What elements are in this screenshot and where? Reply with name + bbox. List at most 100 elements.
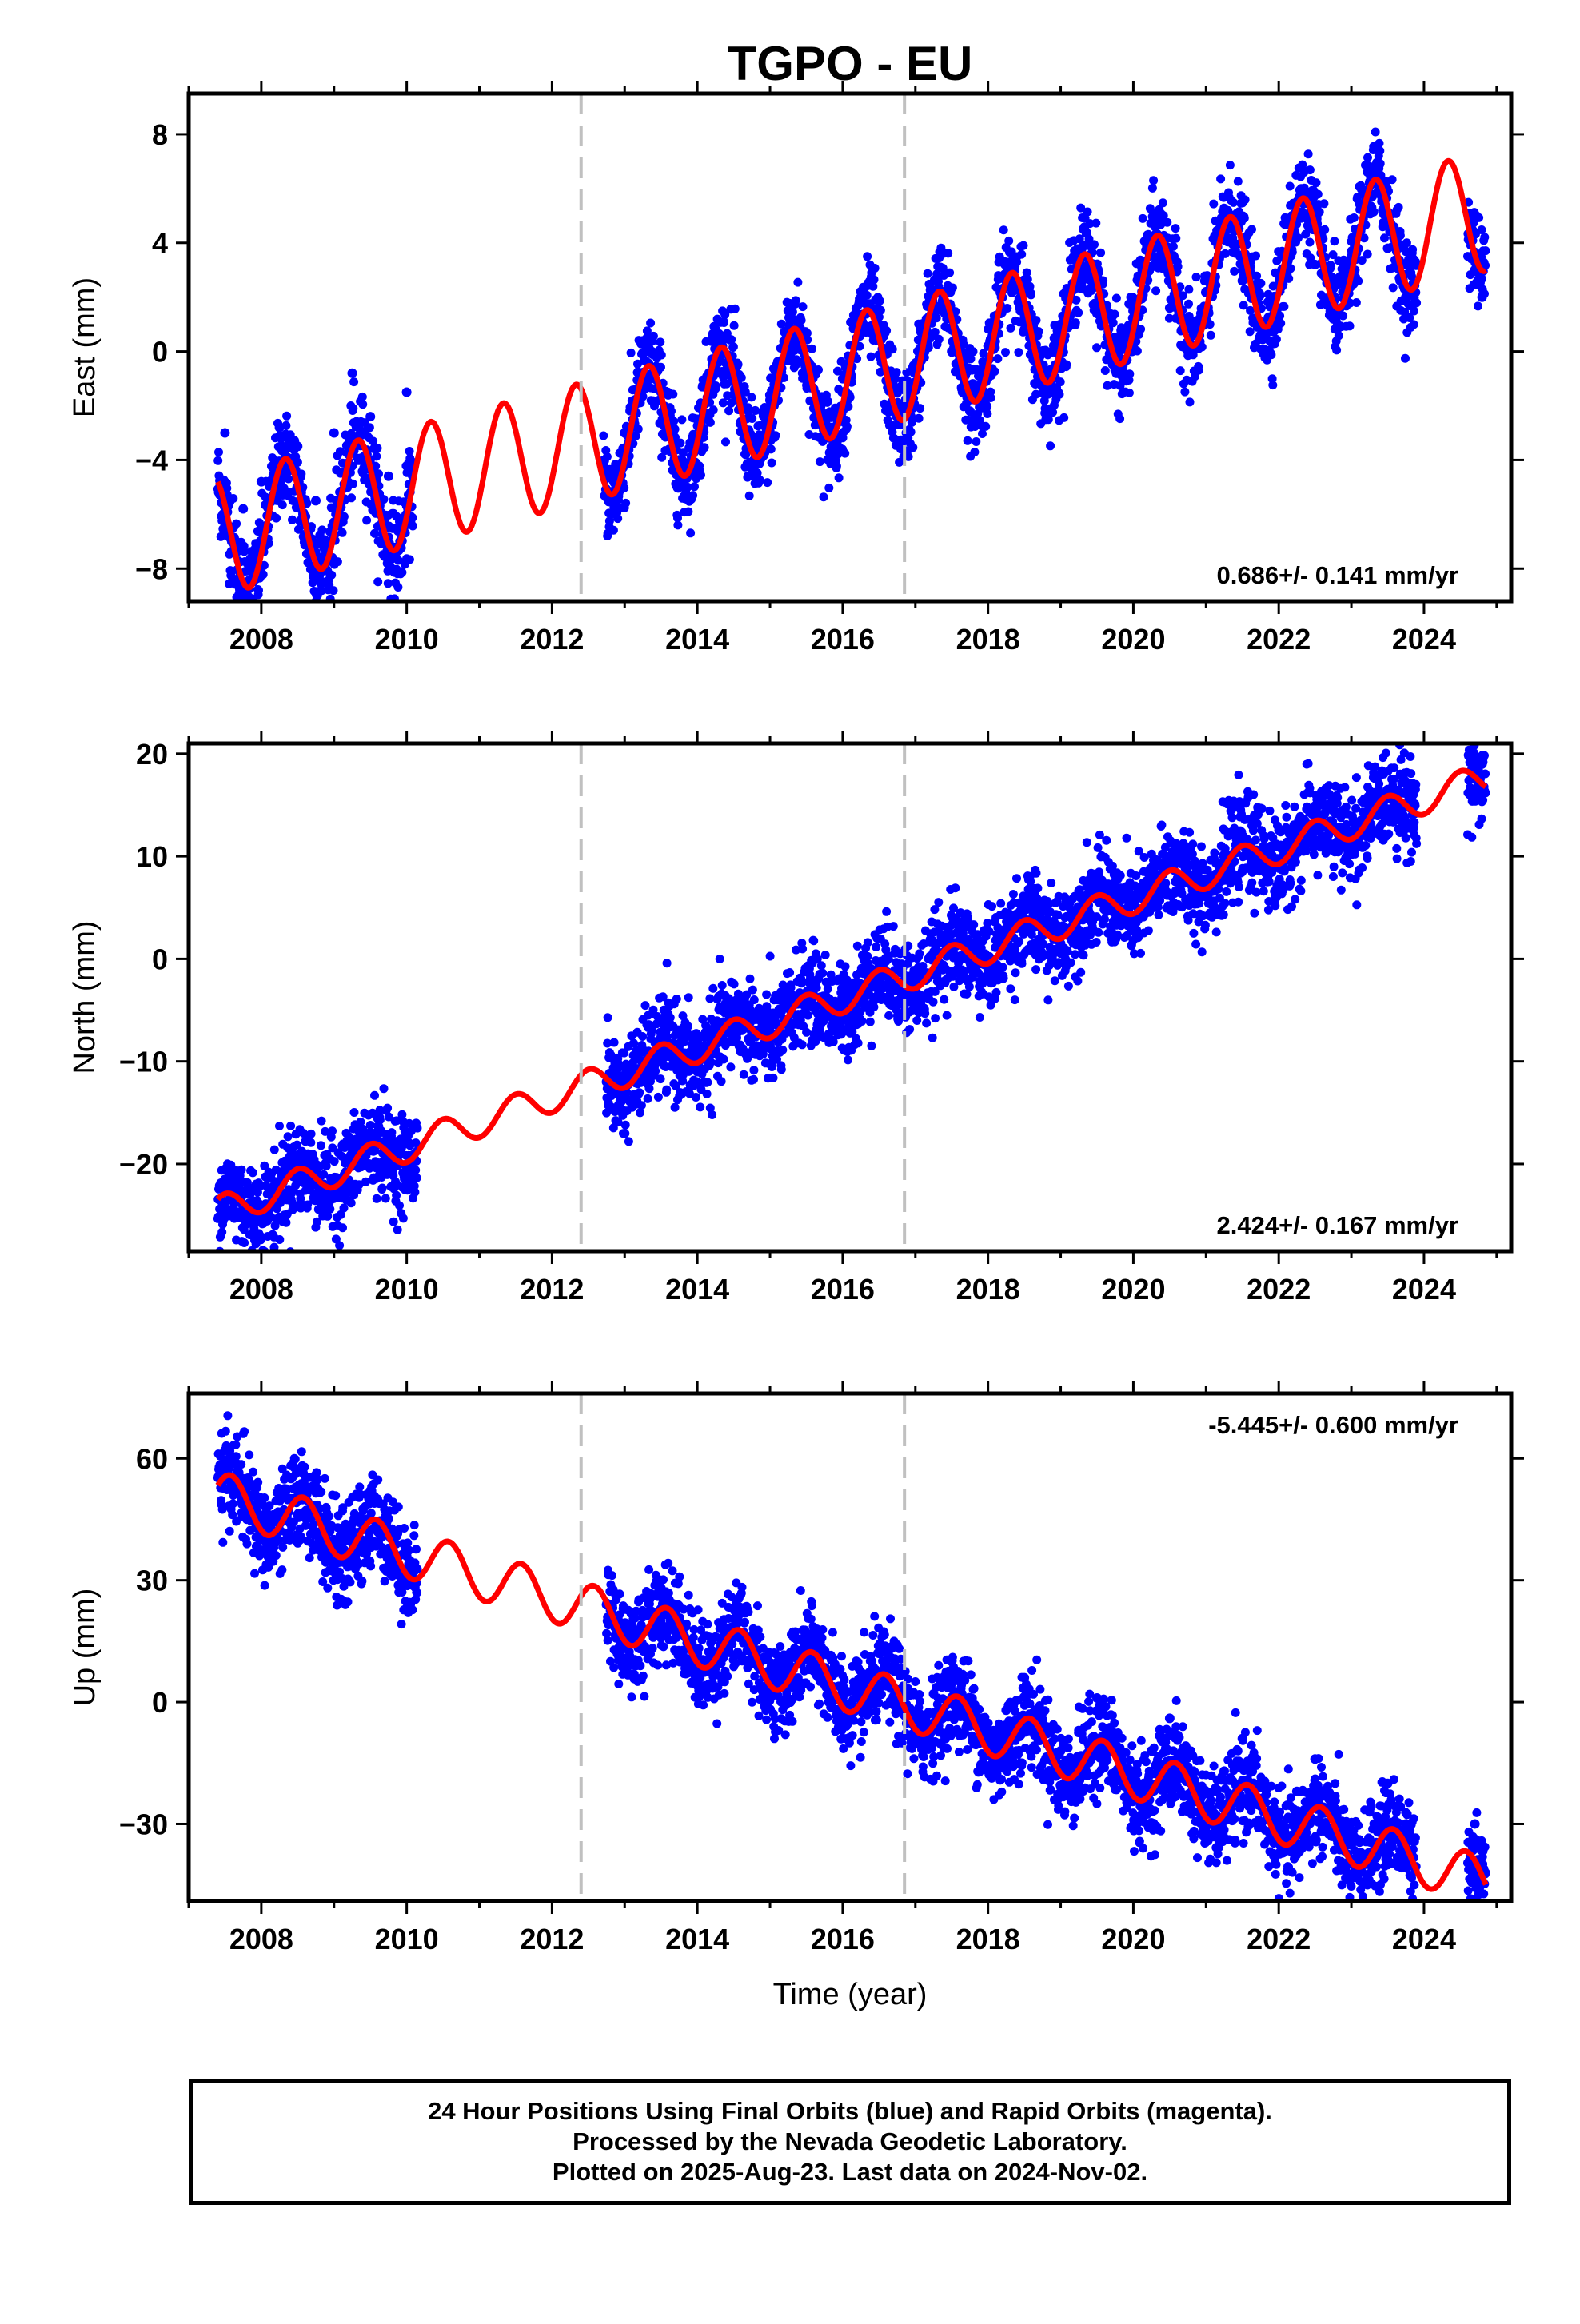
x-tick-label: 2016 <box>811 623 875 656</box>
data-point-north <box>692 1067 702 1077</box>
rate-label-up: -5.445+/- 0.600 mm/yr <box>1208 1411 1458 1439</box>
data-point-up <box>784 1652 793 1662</box>
data-point-up <box>1470 1820 1480 1829</box>
data-point-up <box>984 1726 993 1736</box>
x-tick-label: 2012 <box>520 1923 584 1955</box>
x-tick-label: 2024 <box>1392 1923 1456 1955</box>
data-point-up <box>293 1466 302 1476</box>
footer-line-3: Plotted on 2025-Aug-23. Last data on 202… <box>553 2157 1147 2187</box>
data-point-up <box>1092 1693 1102 1703</box>
data-point-east <box>711 325 720 334</box>
x-tick-label: 2018 <box>956 1273 1020 1306</box>
data-point-east <box>1311 260 1320 269</box>
y-tick-label: 10 <box>136 840 168 873</box>
panel-up: 2008 2010 2012 2014 2016 2018 2020 2022 2024−300… <box>68 1381 1524 1955</box>
rate-label-east: 0.686+/- 0.141 mm/yr <box>1217 561 1458 589</box>
x-tick-label: 2022 <box>1247 623 1311 656</box>
data-point-up <box>929 1689 939 1699</box>
data-point-up <box>1383 1779 1393 1788</box>
data-point-east <box>1238 276 1247 285</box>
data-point-up <box>257 1510 266 1520</box>
data-point-up <box>1074 1726 1083 1736</box>
observation-points-north <box>213 695 1490 1275</box>
data-point-up <box>1019 1673 1029 1683</box>
data-point-up <box>1401 1820 1410 1829</box>
data-point-up <box>1128 1766 1138 1776</box>
y-tick-label: 4 <box>152 227 168 260</box>
x-tick-label: 2014 <box>665 623 729 656</box>
footer-line-1: 24 Hour Positions Using Final Orbits (bl… <box>428 2096 1272 2127</box>
data-point-up <box>1347 1828 1356 1837</box>
plot-area-north <box>213 695 1490 1275</box>
figure-title: TGPO - EU <box>728 37 973 90</box>
plot-area-up <box>213 1411 1490 1925</box>
data-point-east <box>1401 293 1410 302</box>
x-tick-label: 2018 <box>956 623 1020 656</box>
data-point-east <box>1478 293 1487 302</box>
data-point-up <box>1311 1754 1320 1764</box>
data-point-up <box>1165 1713 1175 1723</box>
y-tick-label: −20 <box>119 1148 168 1181</box>
data-point-up <box>1292 1787 1302 1796</box>
data-point-north <box>838 1015 848 1025</box>
panel-north: 2008 2010 2012 2014 2016 2018 2020 2022 2024−20−… <box>68 695 1524 1306</box>
data-point-east <box>365 412 375 421</box>
data-point-east <box>1256 330 1266 340</box>
data-point-up <box>874 1648 884 1658</box>
data-point-up <box>1328 1803 1338 1812</box>
data-point-east <box>784 306 793 316</box>
x-tick-label: 2018 <box>956 1923 1020 1955</box>
data-point-east <box>1111 365 1120 375</box>
data-point-up <box>947 1656 956 1666</box>
x-tick-label: 2022 <box>1247 1273 1311 1306</box>
data-point-east <box>348 369 357 378</box>
y-axis-label-east: East (mm) <box>68 277 102 417</box>
x-tick-label: 2024 <box>1392 1273 1456 1306</box>
data-point-up <box>275 1494 285 1504</box>
y-tick-label: −8 <box>135 552 168 585</box>
data-point-up <box>638 1612 648 1621</box>
data-point-up <box>365 1486 375 1496</box>
data-point-up <box>1219 1766 1229 1776</box>
x-tick-label: 2012 <box>520 623 584 656</box>
data-point-up <box>402 1551 412 1561</box>
data-point-east <box>257 477 266 487</box>
x-tick-label: 2020 <box>1101 1273 1165 1306</box>
data-point-up <box>1056 1746 1066 1756</box>
footer-caption-box: 24 Hour Positions Using Final Orbits (bl… <box>189 2079 1511 2205</box>
y-tick-label: 20 <box>136 738 168 771</box>
data-point-east <box>1383 244 1393 253</box>
data-point-up <box>729 1604 739 1613</box>
y-tick-label: 0 <box>152 336 168 369</box>
panel-east: 2008 2010 2012 2014 2016 2018 2020 2022 2024−8−4… <box>68 81 1524 656</box>
rate-label-north: 2.424+/- 0.167 mm/yr <box>1217 1211 1458 1239</box>
data-point-east <box>384 472 393 481</box>
x-tick-label: 2008 <box>229 1923 293 1955</box>
data-point-east <box>1165 303 1175 313</box>
footer-line-2: Processed by the Nevada Geodetic Laborat… <box>573 2127 1127 2157</box>
x-tick-label: 2008 <box>229 1273 293 1306</box>
data-point-east <box>293 441 302 451</box>
y-tick-label: −10 <box>119 1046 168 1078</box>
x-tick-label: 2014 <box>665 1923 729 1955</box>
data-point-east <box>311 496 321 505</box>
data-point-up <box>348 1519 357 1529</box>
data-point-east <box>275 423 285 433</box>
x-tick-label: 2022 <box>1247 1923 1311 1955</box>
x-tick-label: 2016 <box>811 1923 875 1955</box>
data-point-north <box>765 1041 775 1050</box>
x-tick-label: 2020 <box>1101 1923 1165 1955</box>
observation-points-up <box>213 1411 1490 1925</box>
data-point-east <box>220 429 229 438</box>
x-tick-label: 2020 <box>1101 623 1165 656</box>
data-point-up <box>802 1628 812 1638</box>
data-point-up <box>1478 1844 1487 1853</box>
data-point-east <box>238 504 248 514</box>
data-point-east <box>856 287 866 297</box>
data-point-up <box>1365 1807 1375 1816</box>
data-point-up <box>911 1709 920 1719</box>
data-point-up <box>656 1584 666 1593</box>
x-tick-label: 2010 <box>375 623 439 656</box>
x-tick-label: 2016 <box>811 1273 875 1306</box>
